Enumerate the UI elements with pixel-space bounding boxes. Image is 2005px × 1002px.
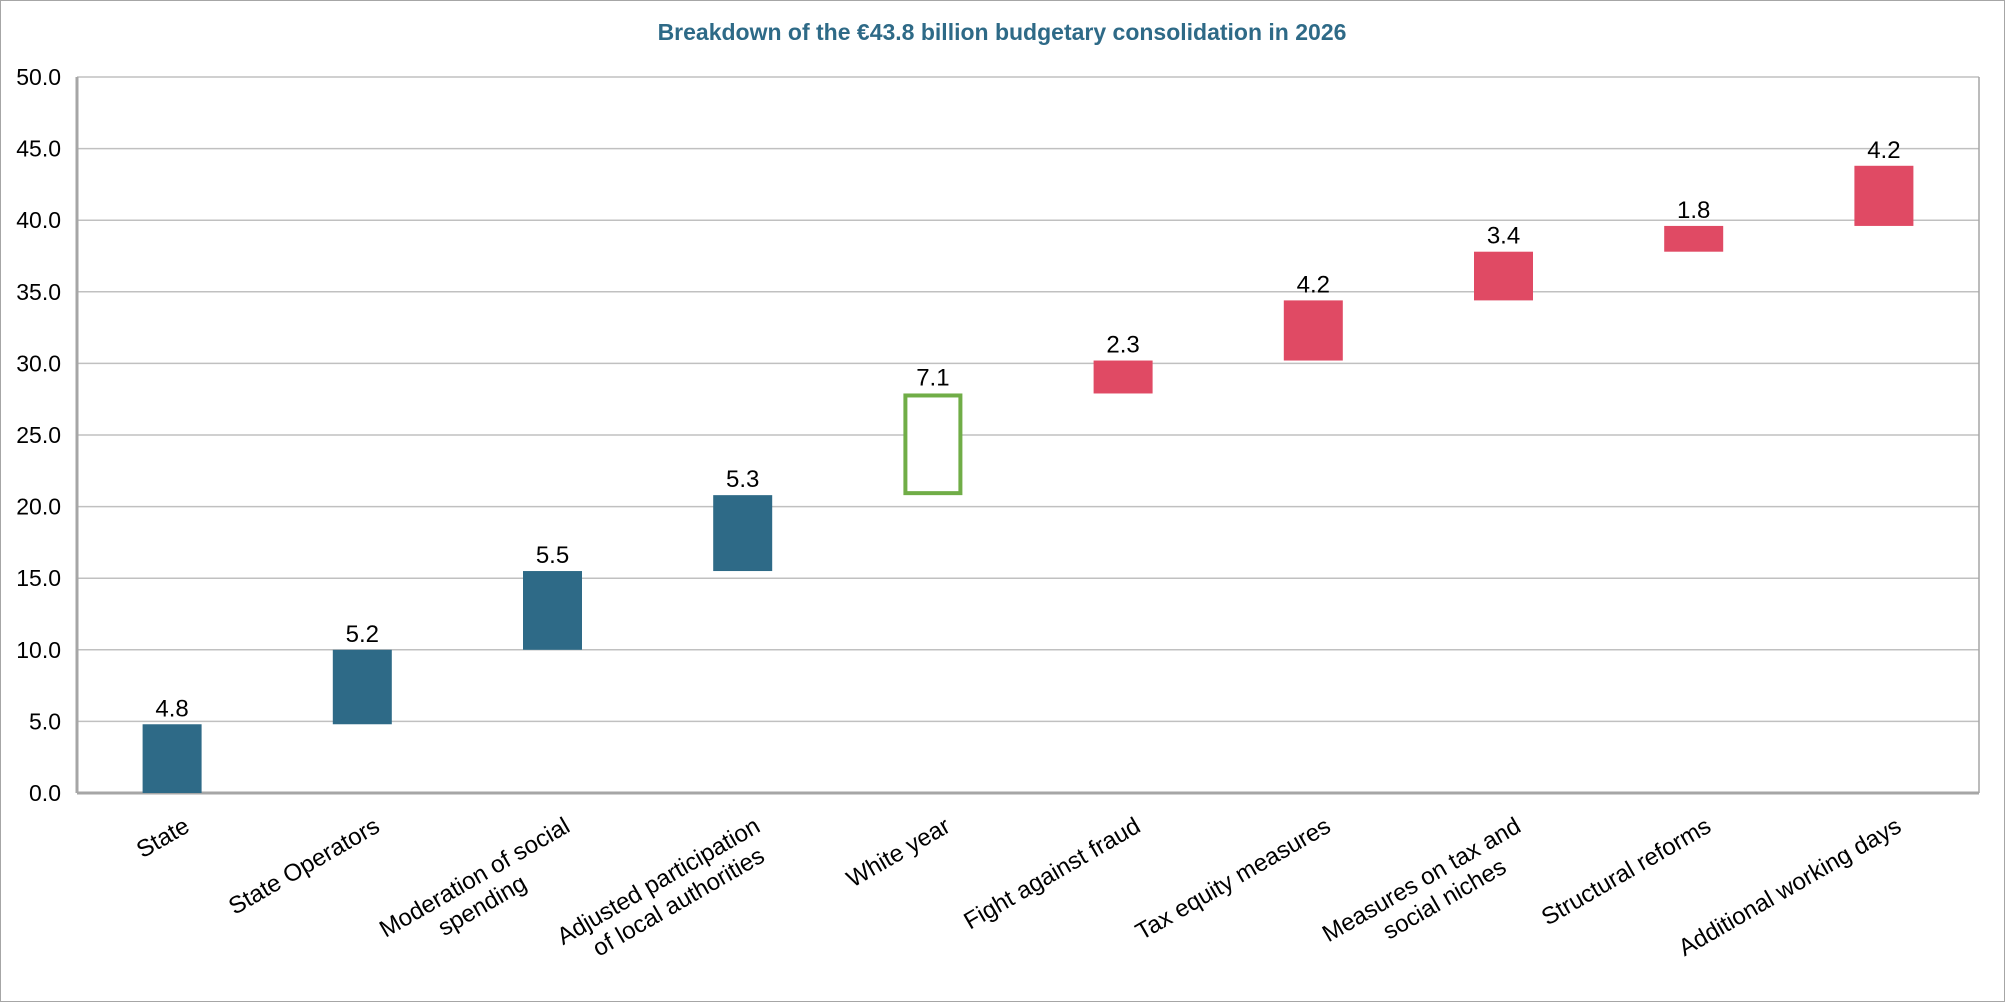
svg-text:Adjusted participationof local: Adjusted participationof local authoriti… <box>552 812 778 974</box>
bar-6 <box>1283 300 1343 361</box>
x-tick-label-line: Structural reforms <box>1537 812 1716 931</box>
x-tick-label: Tax equity measures <box>1131 812 1335 945</box>
value-label: 7.1 <box>916 364 949 391</box>
bar-2 <box>523 571 582 650</box>
svg-text:Structural reforms: Structural reforms <box>1537 812 1716 931</box>
value-labels: 4.8 5.2 5.5 5.3 7.1 2.3 4.2 3.4 1.8 4.2 <box>155 137 1900 722</box>
gridlines <box>75 76 1980 795</box>
y-tick-label: 40.0 <box>16 207 61 233</box>
bar-5 <box>1093 360 1153 394</box>
x-tick-label-line: White year <box>842 812 955 893</box>
x-tick-label-line: State Operators <box>224 812 384 920</box>
value-label: 5.3 <box>726 466 759 493</box>
value-label: 2.3 <box>1106 332 1139 359</box>
value-label: 5.5 <box>536 542 569 569</box>
chart-title: Breakdown of the €43.8 billion budgetary… <box>658 19 1347 45</box>
y-axis-ticks: 0.0 5.0 10.0 15.0 20.0 25.0 30.0 35.0 40.0 45.0 50… <box>16 64 61 806</box>
x-tick-label-line: State <box>132 812 194 863</box>
x-tick-label: Structural reforms <box>1537 812 1716 931</box>
y-tick-label: 30.0 <box>16 350 61 376</box>
svg-text:State: State <box>132 812 194 863</box>
bars <box>142 165 1914 793</box>
value-label: 5.2 <box>346 621 379 648</box>
bar-4 <box>903 393 963 496</box>
bar-7 <box>1474 251 1533 301</box>
y-tick-label: 5.0 <box>29 708 61 734</box>
y-tick-label: 35.0 <box>16 279 61 305</box>
value-label: 4.2 <box>1297 271 1330 298</box>
value-label: 3.4 <box>1487 223 1520 250</box>
svg-text:Tax equity measures: Tax equity measures <box>1131 812 1335 945</box>
y-tick-label: 45.0 <box>16 136 61 162</box>
bar-3 <box>713 495 773 572</box>
svg-text:State Operators: State Operators <box>224 812 384 920</box>
value-label: 4.2 <box>1867 137 1900 164</box>
x-tick-label-line: Tax equity measures <box>1131 812 1335 945</box>
y-tick-label: 20.0 <box>16 494 61 520</box>
bar-8 <box>1664 225 1724 252</box>
value-label: 4.8 <box>155 695 188 722</box>
svg-text:Fight against fraud: Fight against fraud <box>959 812 1145 935</box>
x-tick-label: Adjusted participationof local authoriti… <box>552 812 778 974</box>
bar-1 <box>332 649 392 725</box>
svg-text:Measures on tax andsocial nich: Measures on tax andsocial niches <box>1318 812 1540 972</box>
value-label: 1.8 <box>1677 197 1710 224</box>
x-tick-label: State <box>132 812 194 863</box>
svg-text:Moderation of socialspending: Moderation of socialspending <box>375 812 589 967</box>
x-tick-label: Moderation of socialspending <box>375 812 589 967</box>
bar-0 <box>142 724 202 793</box>
y-tick-label: 15.0 <box>16 565 61 591</box>
x-tick-label: White year <box>842 812 955 893</box>
y-tick-label: 50.0 <box>16 64 61 90</box>
x-tick-label-line: Fight against fraud <box>959 812 1145 935</box>
svg-text:White year: White year <box>842 812 955 893</box>
bar-9 <box>1854 165 1914 226</box>
y-tick-label: 25.0 <box>16 422 61 448</box>
x-tick-label: State Operators <box>224 812 384 920</box>
y-tick-label: 10.0 <box>16 637 61 663</box>
x-tick-label: Measures on tax andsocial niches <box>1318 812 1540 972</box>
y-tick-label: 0.0 <box>29 780 61 806</box>
x-tick-label: Fight against fraud <box>959 812 1145 935</box>
